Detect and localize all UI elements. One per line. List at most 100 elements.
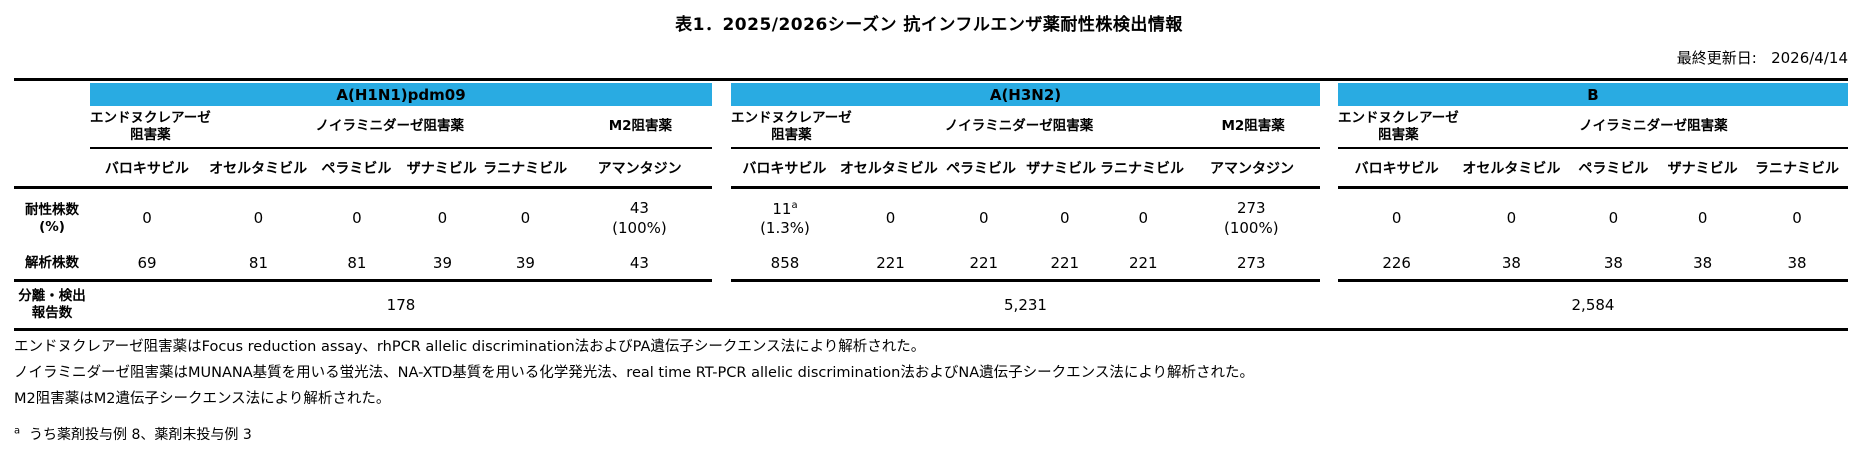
row-labels-column: 耐性株数 (%) 解析株数 分離・検出 報告数 <box>14 81 90 328</box>
drug-class-header: M2阻害薬 <box>569 118 712 135</box>
drug-name-header: ザナミビル <box>406 160 477 177</box>
resistant-count-cell: 43 (100%) <box>567 199 712 238</box>
resistant-count-row: 11a (1.3%) 0 0 0 0 273 (100%) <box>731 189 1320 248</box>
drug-name-header: アマンタジン <box>1210 160 1295 177</box>
resistant-count-number: 0 <box>1138 208 1149 227</box>
drug-class-label-line: エンドヌクレアーゼ <box>90 109 211 126</box>
drug-class-label-line: ノイラミニダーゼ阻害薬 <box>315 118 464 135</box>
analyzed-count-cell: 81 <box>248 253 268 272</box>
analyzed-count-cell: 221 <box>876 253 905 272</box>
last-updated-value: 2026/4/14 <box>1771 49 1848 67</box>
drug-class-header: ノイラミニダーゼ阻害薬 <box>1459 118 1848 135</box>
drug-name-header: バロキサビル <box>1354 160 1439 177</box>
virus-section-0: A(H1N1)pdm09 エンドヌクレアーゼ 阻害薬 ノイラミニダーゼ阻害薬 M2阻害薬… <box>90 81 712 328</box>
drug-class-label-line: エンドヌクレアーゼ <box>731 109 852 126</box>
resistant-count-value: 273 <box>1237 199 1266 219</box>
reported-count-cell: 5,231 <box>1004 296 1047 314</box>
resistant-count-value: 0 <box>886 209 896 229</box>
resistant-count-cell: 273 (100%) <box>1183 199 1320 238</box>
resistant-count-number: 0 <box>885 208 896 227</box>
resistant-count-number: 0 <box>979 208 989 227</box>
analyzed-count-cell: 81 <box>347 253 367 272</box>
analyzed-count-cell: 69 <box>137 253 157 272</box>
drug-name-header: ラニナミビル <box>1755 160 1839 177</box>
footnote-m2: M2阻害薬はM2遺伝子シークエンス法により解析された。 <box>14 391 391 407</box>
analyzed-count-row: 858 221 221 221 221 273 <box>731 248 1320 282</box>
resistant-count-number: 0 <box>437 208 448 227</box>
resistant-count-cell: 0 <box>1659 209 1746 229</box>
resistant-count-cell: 0 <box>90 209 204 229</box>
resistant-count-number: 0 <box>1792 208 1802 227</box>
drug-class-header: ノイラミニダーゼ阻害薬 <box>211 118 569 135</box>
drug-class-label-line: エンドヌクレアーゼ <box>1338 109 1459 126</box>
row-label-spacer-class <box>14 106 90 149</box>
reported-count-cell: 2,584 <box>1571 296 1615 314</box>
row-label-reported: 分離・検出 報告数 <box>18 288 86 321</box>
reported-count-row: 2,584 <box>1338 282 1848 328</box>
resistant-count-cell: 0 <box>1455 209 1567 229</box>
analyzed-count-cell: 43 <box>629 253 649 272</box>
drug-class-label-line: 阻害薬 <box>130 126 171 143</box>
resistant-count-cell: 11a (1.3%) <box>731 199 839 239</box>
annotation-a: a うち薬剤投与例 8、薬剤未投与例 3 <box>14 424 252 444</box>
resistant-count-row: 0 0 0 0 0 43 (100%) <box>90 189 712 248</box>
drug-name-header: ペラミビル <box>1578 160 1649 177</box>
resistant-count-number: 0 <box>520 208 531 227</box>
analyzed-count-cell: 38 <box>1501 253 1521 272</box>
resistant-count-value: 0 <box>142 209 152 229</box>
virus-band: B <box>1338 83 1848 106</box>
drug-name-header: オセルタミビル <box>839 160 938 177</box>
analyzed-count-cell: 38 <box>1787 253 1807 272</box>
resistant-count-value: 0 <box>1060 209 1070 229</box>
resistant-count-cell: 0 <box>401 209 484 229</box>
drug-name-header: ラニナミビル <box>483 160 568 177</box>
resistant-count-value: 11a <box>772 199 797 220</box>
resistant-count-number: 0 <box>1697 208 1708 227</box>
resistant-count-cell: 0 <box>942 209 1025 229</box>
resistant-count-number: 0 <box>352 208 362 227</box>
drug-class-header: エンドヌクレアーゼ 阻害薬 <box>1338 110 1459 144</box>
footnote-marker: a <box>791 199 798 211</box>
virus-section-2: B エンドヌクレアーゼ 阻害薬 ノイラミニダーゼ阻害薬 バロキサビル オセルタミビル ペラミ… <box>1338 81 1848 328</box>
resistant-count-number: 0 <box>142 208 152 227</box>
drug-name-header: バロキサビル <box>742 160 827 177</box>
resistant-percent: (100%) <box>612 218 667 237</box>
resistant-count-value: 0 <box>438 209 448 229</box>
drug-name-header: オセルタミビル <box>209 160 308 177</box>
row-label-spacer-drugs <box>14 149 90 189</box>
page-title: 表1．2025/2026シーズン 抗インフルエンザ薬耐性株検出情報 <box>675 15 1183 35</box>
drug-class-row: エンドヌクレアーゼ 阻害薬 ノイラミニダーゼ阻害薬 <box>1338 106 1848 149</box>
drug-class-label-line: ノイラミニダーゼ阻害薬 <box>1579 118 1728 135</box>
reported-count-row: 5,231 <box>731 282 1320 328</box>
virus-band: A(H1N1)pdm09 <box>90 83 712 106</box>
drug-class-label-line: 阻害薬 <box>1378 126 1419 143</box>
drug-class-label-line: 阻害薬 <box>771 126 812 143</box>
section-gap <box>1320 81 1338 328</box>
resistant-count-cell: 0 <box>1104 209 1183 229</box>
analyzed-count-cell: 273 <box>1236 253 1266 272</box>
resistant-count-number: 43 <box>629 199 649 217</box>
resistant-count-value: 0 <box>521 209 531 229</box>
drug-class-row: エンドヌクレアーゼ 阻害薬 ノイラミニダーゼ阻害薬 M2阻害薬 <box>731 106 1320 149</box>
resistant-count-cell: 0 <box>1746 209 1848 229</box>
resistance-table: 耐性株数 (%) 解析株数 分離・検出 報告数 A(H1N1)pdm09 エンドヌ… <box>14 78 1848 331</box>
drug-name-row: バロキサビル オセルタミビル ペラミビル ザナミビル ラニナミビル アマンタジン <box>731 149 1320 189</box>
drug-class-header: エンドヌクレアーゼ 阻害薬 <box>731 110 852 144</box>
resistant-count-cell: 0 <box>313 209 401 229</box>
resistant-percent: (1.3%) <box>760 219 810 237</box>
annotation-text: うち薬剤投与例 8、薬剤未投与例 3 <box>29 427 252 443</box>
method-footnotes: エンドヌクレアーゼ阻害薬はFocus reduction assay、rhPCR… <box>14 334 1254 412</box>
resistant-count-value: 43 <box>630 199 649 219</box>
resistant-count-cell: 0 <box>204 209 313 229</box>
resistant-count-value: 0 <box>1698 209 1708 229</box>
analyzed-count-cell: 858 <box>770 253 800 272</box>
resistant-count-number: 11 <box>772 199 792 218</box>
resistant-count-number: 273 <box>1236 199 1266 217</box>
resistant-count-value: 0 <box>1792 209 1802 229</box>
resistant-count-cell: 0 <box>484 209 567 229</box>
drug-class-row: エンドヌクレアーゼ 阻害薬 ノイラミニダーゼ阻害薬 M2阻害薬 <box>90 106 712 149</box>
drug-name-header: ザナミビル <box>1667 160 1738 177</box>
section-gap <box>712 81 731 328</box>
analyzed-count-cell: 226 <box>1382 253 1411 272</box>
